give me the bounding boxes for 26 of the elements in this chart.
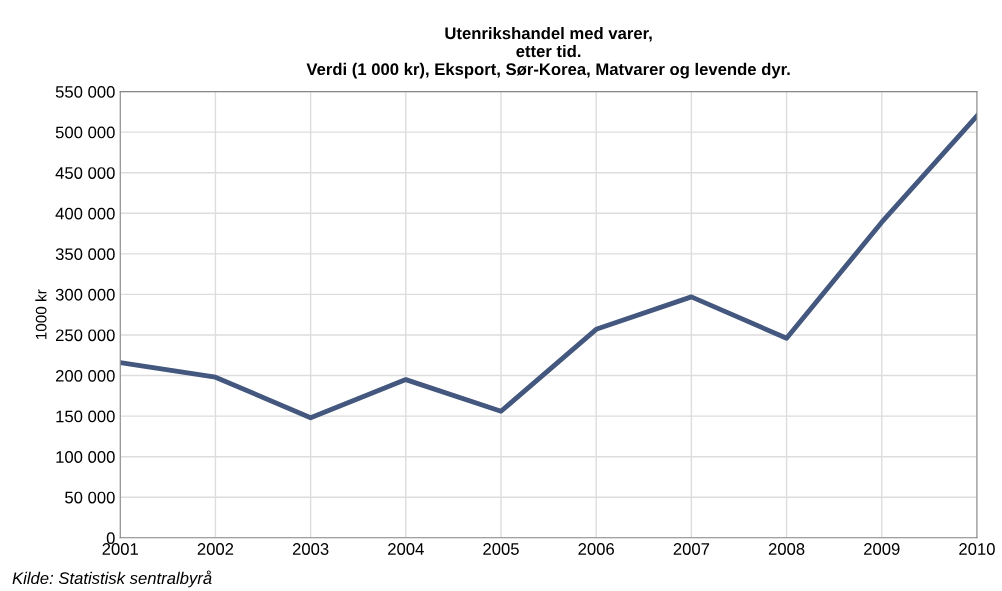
y-tick-label: 350 000 <box>55 248 115 261</box>
y-axis-title: 1000 kr <box>35 289 47 340</box>
line-series <box>120 113 977 421</box>
y-tick-label: 550 000 <box>55 86 115 98</box>
x-tick-label: 2002 <box>197 543 234 555</box>
x-tick-label: 2006 <box>578 543 614 555</box>
x-tick-label: 2004 <box>388 543 424 555</box>
x-tick-label: 2007 <box>673 543 710 555</box>
y-tick-label: 300 000 <box>55 288 115 301</box>
y-tick-label: 150 000 <box>56 410 115 423</box>
x-tick-label: 2001 <box>102 543 138 555</box>
chart-title: Utenrikshandel med varer, etter tid. Verdi (1 000 kr), Eksport, Sør-Korea, Matvarer og levende dyr. <box>306 26 790 79</box>
x-tick-label: 2009 <box>864 543 900 555</box>
text: Kilde: Statistisk sentralbyrå <box>12 570 212 588</box>
x-tick-label: 2010 <box>959 543 995 555</box>
x-tick-label: 2005 <box>483 543 519 555</box>
y-tick-label: 50 000 <box>65 491 115 504</box>
y-tick-label: 250 000 <box>55 329 115 342</box>
y-tick-label: 500 000 <box>55 126 115 139</box>
y-tick-label: 100 000 <box>56 451 115 463</box>
x-tick-label: 2003 <box>292 543 329 555</box>
y-tick-label: 450 000 <box>55 167 115 179</box>
y-tick-label: 400 000 <box>55 207 115 220</box>
y-tick-label: 0 <box>106 532 115 545</box>
y-tick-label: 200 000 <box>55 369 115 382</box>
x-tick-label: 2008 <box>768 543 805 555</box>
